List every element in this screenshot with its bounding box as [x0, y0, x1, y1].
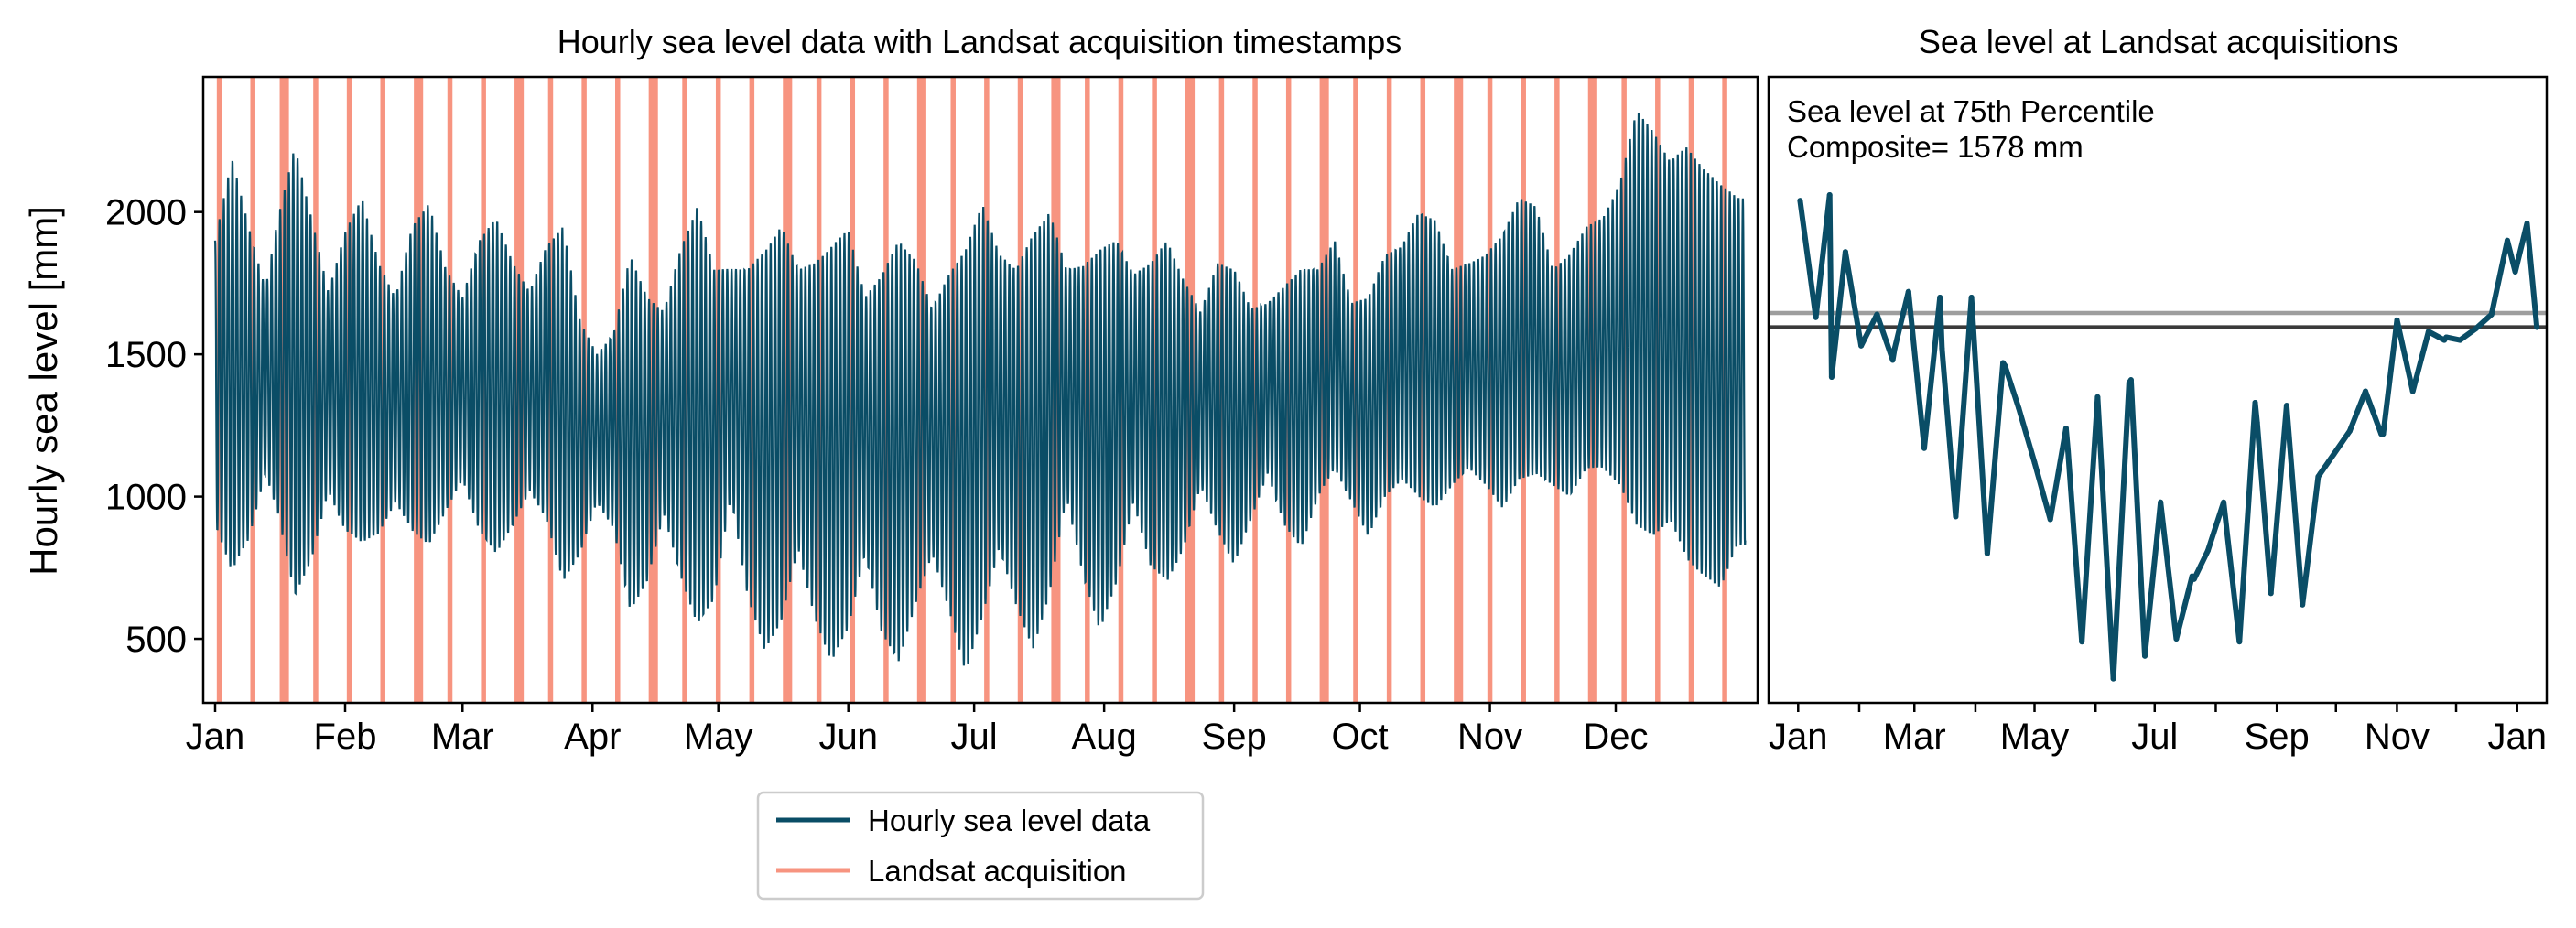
x-tick-label: Sep — [1202, 717, 1267, 757]
y-tick-label: 500 — [125, 620, 187, 660]
left-y-axis-label: Hourly sea level [mm] — [22, 206, 65, 576]
y-tick-label: 2000 — [105, 193, 187, 233]
right-data-point — [2252, 399, 2258, 405]
x-tick-label: Mar — [1883, 717, 1946, 757]
right-data-point — [1858, 342, 1865, 349]
right-data-point — [2142, 653, 2148, 659]
right-data-point — [2331, 450, 2337, 457]
right-data-point — [2394, 317, 2400, 323]
right-data-point — [2268, 590, 2274, 597]
right-x-axis: Jan Mar May Jul Sep Nov Jan — [1769, 703, 2547, 757]
right-data-point — [2346, 428, 2353, 435]
right-data-point — [2158, 499, 2164, 505]
right-data-point — [1968, 294, 1975, 300]
right-series-line — [1797, 192, 2540, 682]
right-data-point — [1874, 311, 1880, 318]
legend-label-sea-level: Hourly sea level data — [868, 804, 1151, 837]
right-data-point — [2016, 405, 2022, 412]
x-tick-label: Aug — [1072, 717, 1137, 757]
right-data-point — [2065, 448, 2072, 454]
x-tick-label: Sep — [2245, 717, 2310, 757]
right-data-point — [2094, 394, 2101, 400]
right-data-point — [2236, 639, 2243, 645]
right-data-point — [1905, 288, 1911, 295]
y-tick-label: 1000 — [105, 478, 187, 518]
left-chart-title: Hourly sea level data with Landsat acqui… — [557, 23, 1402, 60]
right-data-point — [1921, 445, 1927, 451]
right-data-point — [2173, 636, 2180, 642]
x-tick-label: Jan — [186, 717, 245, 757]
y-tick-label: 1500 — [105, 335, 187, 375]
right-series-points — [1797, 192, 2510, 682]
right-data-point — [2191, 576, 2197, 582]
right-plot-frame — [1767, 75, 2549, 705]
right-panel: Sea level at Landsat acquisitions Jan Mar… — [1767, 23, 2549, 757]
left-plot-frame — [201, 75, 1759, 705]
x-tick-label: Jul — [2131, 717, 2178, 757]
right-data-point — [2380, 431, 2387, 437]
right-data-point — [1939, 345, 1945, 351]
right-data-point — [1953, 513, 1959, 520]
right-data-point — [2317, 470, 2323, 477]
right-data-point — [1842, 249, 1848, 255]
legend: Hourly sea level data Landsat acquisitio… — [756, 791, 1205, 901]
right-data-point — [2254, 419, 2260, 426]
right-data-point — [2488, 311, 2495, 318]
right-data-point — [2204, 547, 2211, 554]
left-x-axis: Jan Feb Mar Apr May Jun Jul Aug Sep Oct Nov Dec — [186, 703, 1649, 757]
right-data-point — [2221, 499, 2227, 505]
x-tick-label: Jun — [818, 717, 878, 757]
right-data-point — [1984, 550, 1990, 556]
right-data-point — [2079, 639, 2085, 645]
left-series-line — [213, 112, 1747, 666]
right-data-point — [2110, 675, 2116, 682]
x-tick-label: Mar — [431, 717, 494, 757]
right-data-point — [1937, 294, 1943, 300]
left-panel: Hourly sea level data with Landsat acqui… — [22, 23, 1759, 757]
right-data-point — [2363, 388, 2369, 394]
right-data-point — [2504, 237, 2510, 243]
right-data-point — [1826, 192, 1833, 199]
right-data-point — [2002, 362, 2008, 369]
right-data-point — [2300, 601, 2306, 608]
right-data-point — [2127, 377, 2134, 383]
x-tick-label: Jan — [2487, 717, 2547, 757]
right-data-point — [2443, 334, 2450, 340]
annotation-line-1: Sea level at 75th Percentile — [1787, 94, 2155, 128]
x-tick-label: Dec — [1583, 717, 1648, 757]
right-data-point — [1828, 374, 1835, 381]
right-data-point — [2473, 326, 2479, 332]
right-data-point — [2457, 337, 2463, 343]
x-tick-label: Oct — [1331, 717, 1388, 757]
right-data-point — [2283, 403, 2289, 409]
x-tick-label: May — [2000, 717, 2070, 757]
x-tick-label: Jan — [1769, 717, 1828, 757]
legend-label-landsat: Landsat acquisition — [868, 854, 1127, 888]
right-data-point — [1813, 314, 1819, 320]
annotation-line-2: Composite= 1578 mm — [1787, 130, 2084, 164]
right-chart-title: Sea level at Landsat acquisitions — [1919, 23, 2398, 60]
x-tick-label: Nov — [2365, 717, 2430, 757]
right-data-point — [1797, 198, 1803, 204]
x-tick-label: Jul — [951, 717, 998, 757]
legend-frame — [756, 791, 1205, 901]
x-tick-label: Apr — [564, 717, 621, 757]
right-data-point — [2409, 388, 2416, 394]
right-data-point — [1889, 357, 1896, 363]
right-data-point — [2031, 459, 2038, 466]
right-data-point — [2047, 516, 2053, 523]
left-y-axis: 500 1000 1500 2000 — [105, 193, 203, 660]
x-tick-label: Nov — [1457, 717, 1522, 757]
right-data-point — [2062, 425, 2069, 431]
right-data-point — [2425, 329, 2431, 335]
x-tick-label: Feb — [314, 717, 377, 757]
right-data-point — [1891, 345, 1898, 351]
x-tick-label: May — [684, 717, 753, 757]
